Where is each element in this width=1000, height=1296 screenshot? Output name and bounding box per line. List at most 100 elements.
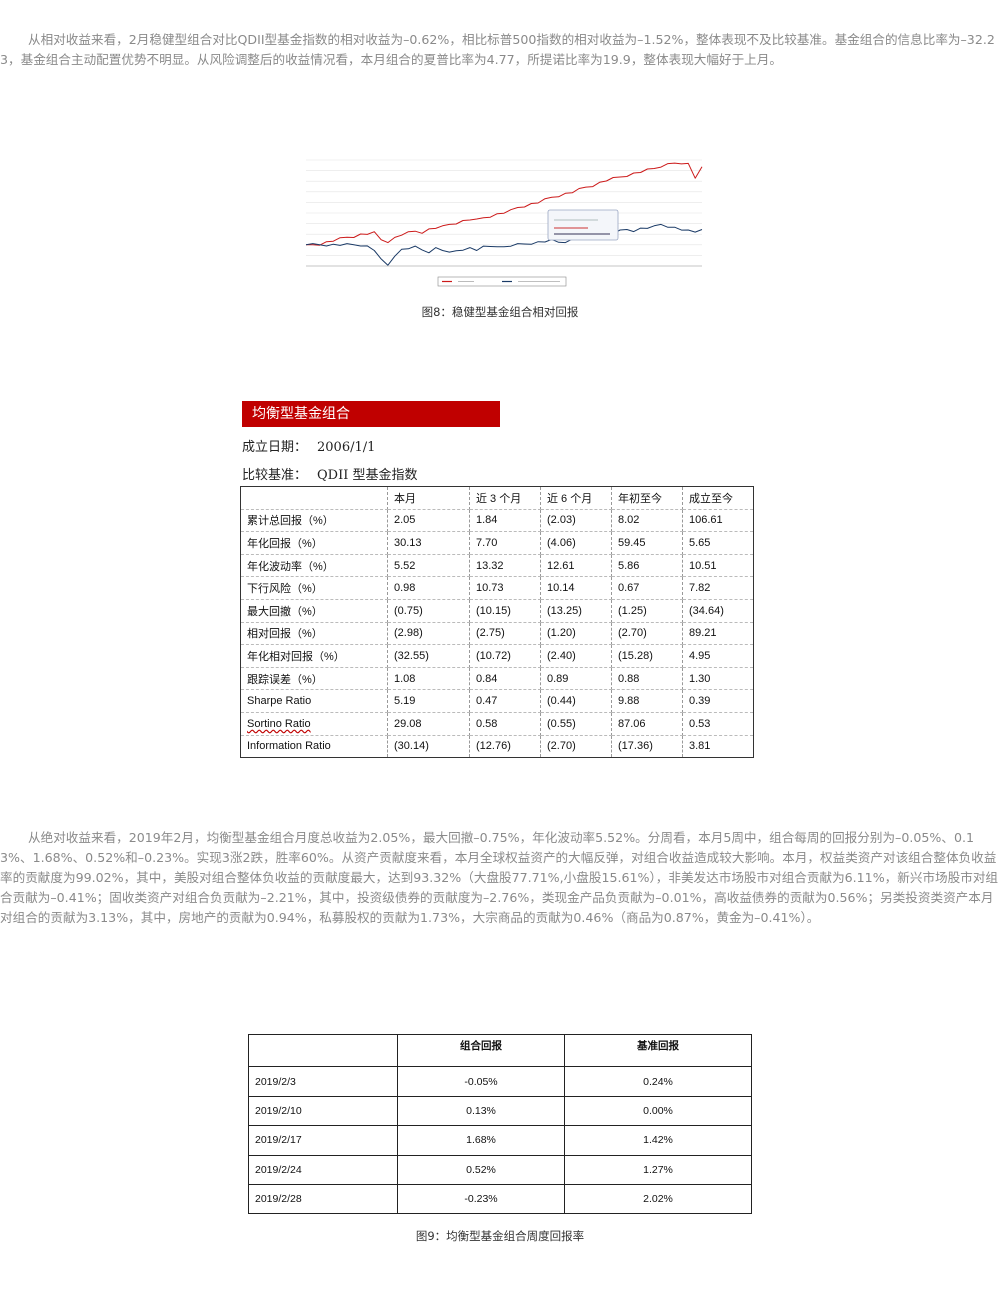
value-cell: 2.05 [387, 509, 470, 533]
chart-hover-tooltip [547, 209, 619, 241]
value-cell: (12.76) [469, 735, 541, 759]
date-cell: 2019/2/10 [248, 1095, 398, 1127]
table-row: 最大回撤（%） (0.75) (10.15) (13.25) (1.25) (34.64) [240, 599, 754, 623]
return-cell: 0.52% [397, 1154, 565, 1185]
value-cell: (15.28) [611, 644, 683, 668]
value-cell: (30.14) [387, 735, 470, 759]
table-row: 年化回报（%） 30.13 7.70 (4.06) 59.45 5.65 [240, 531, 754, 555]
value-cell: (2.70) [611, 622, 683, 646]
return-cell: 1.68% [397, 1125, 565, 1156]
return-cell: 1.27% [564, 1154, 752, 1185]
value-cell: 0.89 [540, 667, 612, 691]
table-row: 相对回报（%） (2.98) (2.75) (1.20) (2.70) 89.21 [240, 622, 754, 646]
value-cell: 10.51 [682, 554, 754, 578]
value-cell: 0.67 [611, 576, 683, 600]
value-cell: (1.25) [611, 599, 683, 623]
table-row: 年化波动率（%） 5.52 13.32 12.61 5.86 10.51 [240, 554, 754, 578]
value-cell: 0.84 [469, 667, 541, 691]
value-cell: 29.08 [387, 712, 470, 736]
value-cell: 1.08 [387, 667, 470, 691]
column-header: 基准回报 [564, 1033, 752, 1068]
row-label-cell: Sharpe Ratio [240, 689, 388, 713]
value-cell: 0.47 [469, 689, 541, 713]
inception-label: 成立日期： [242, 440, 308, 455]
value-cell: 13.32 [469, 554, 541, 578]
series-line-2 [305, 223, 703, 266]
table-row: 年化相对回报（%） (32.55) (10.72) (2.40) (15.28) 4.95 [240, 644, 754, 668]
date-cell: 2019/2/24 [248, 1154, 398, 1185]
return-cell: 2.02% [564, 1183, 752, 1215]
table-row: 累计总回报（%） 2.05 1.84 (2.03) 8.02 106.61 [240, 509, 754, 533]
benchmark-value: QDII 型基金指数 [317, 468, 418, 483]
fund-metrics-table: 本月 近 3 个月 近 6 个月 年初至今 成立至今 累计总回报（%） 2.05 1… [240, 486, 754, 759]
value-cell: 1.84 [469, 509, 541, 533]
value-cell: (32.55) [387, 644, 470, 668]
row-label-cell: 年化回报（%） [240, 531, 388, 555]
row-label-cell: 下行风险（%） [240, 576, 388, 600]
row-label-cell: 年化波动率（%） [240, 554, 388, 578]
table-header-row: 本月 近 3 个月 近 6 个月 年初至今 成立至今 [240, 486, 754, 510]
inception-date-line: 成立日期： 2006/1/1 [242, 436, 375, 455]
row-label-cell: 相对回报（%） [240, 622, 388, 646]
chart-series-layer [305, 162, 703, 266]
value-cell: 0.39 [682, 689, 754, 713]
sortino-label: Sortino Ratio [247, 717, 311, 730]
table-row: Sortino Ratio 29.08 0.58 (0.55) 87.06 0.53 [240, 712, 754, 736]
column-header: 年初至今 [611, 486, 683, 510]
value-cell: 5.19 [387, 689, 470, 713]
value-cell: 59.45 [611, 531, 683, 555]
value-cell: (2.40) [540, 644, 612, 668]
column-header [240, 486, 388, 510]
series-line-1 [306, 162, 703, 246]
benchmark-label: 比较基准： [242, 468, 308, 483]
value-cell: (10.15) [469, 599, 541, 623]
row-label-cell: 跟踪误差（%） [240, 667, 388, 691]
value-cell: 0.58 [469, 712, 541, 736]
value-cell: 106.61 [682, 509, 754, 533]
table-row: 2019/2/3 -0.05% 0.24% [248, 1066, 752, 1097]
value-cell: (0.55) [540, 712, 612, 736]
chart-svg [305, 159, 703, 287]
column-header: 近 6 个月 [540, 486, 612, 510]
weekly-return-table: 组合回报 基准回报 2019/2/3 -0.05% 0.24% 2019/2/10 0.… [248, 1033, 752, 1215]
return-cell: 0.13% [397, 1095, 565, 1127]
row-label-cell: 累计总回报（%） [240, 509, 388, 533]
value-cell: (13.25) [540, 599, 612, 623]
value-cell: 10.73 [469, 576, 541, 600]
table-row: 2019/2/28 -0.23% 2.02% [248, 1183, 752, 1215]
date-cell: 2019/2/17 [248, 1125, 398, 1156]
value-cell: 0.98 [387, 576, 470, 600]
figure-8-caption: 图8：稳健型基金组合相对回报 [421, 305, 579, 319]
row-label-cell: Information Ratio [240, 735, 388, 759]
value-cell: 7.82 [682, 576, 754, 600]
value-cell: 12.61 [540, 554, 612, 578]
value-cell: (2.98) [387, 622, 470, 646]
value-cell: 9.88 [611, 689, 683, 713]
value-cell: (10.72) [469, 644, 541, 668]
column-header: 本月 [387, 486, 470, 510]
column-header: 成立至今 [682, 486, 754, 510]
row-label-cell: Sortino Ratio [240, 712, 388, 736]
value-cell: 0.88 [611, 667, 683, 691]
value-cell: 8.02 [611, 509, 683, 533]
row-label-cell: 最大回撤（%） [240, 599, 388, 623]
value-cell: (2.70) [540, 735, 612, 759]
value-cell: (2.75) [469, 622, 541, 646]
return-cell: 0.24% [564, 1066, 752, 1097]
table-row: 跟踪误差（%） 1.08 0.84 0.89 0.88 1.30 [240, 667, 754, 691]
return-cell: 0.00% [564, 1095, 752, 1127]
date-cell: 2019/2/3 [248, 1066, 398, 1097]
table-row: 下行风险（%） 0.98 10.73 10.14 0.67 7.82 [240, 576, 754, 600]
value-cell: 87.06 [611, 712, 683, 736]
value-cell: (2.03) [540, 509, 612, 533]
value-cell: 5.86 [611, 554, 683, 578]
table-header-row: 组合回报 基准回报 [248, 1033, 752, 1068]
metrics-table-body: 累计总回报（%） 2.05 1.84 (2.03) 8.02 106.61 年化回报（%） 3… [240, 509, 754, 759]
value-cell: 5.65 [682, 531, 754, 555]
table-row: 2019/2/24 0.52% 1.27% [248, 1154, 752, 1185]
figure-9-caption: 图9：均衡型基金组合周度回报率 [415, 1229, 585, 1243]
value-cell: (1.20) [540, 622, 612, 646]
weekly-table-body: 2019/2/3 -0.05% 0.24% 2019/2/10 0.13% 0.00% 20… [248, 1066, 752, 1215]
value-cell: (34.64) [682, 599, 754, 623]
fund-title-banner: 均衡型基金组合 [242, 401, 500, 427]
